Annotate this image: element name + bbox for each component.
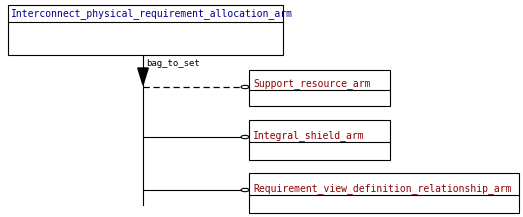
- Circle shape: [241, 85, 249, 89]
- Bar: [249, 173, 519, 213]
- Text: Support_resource_arm: Support_resource_arm: [253, 78, 371, 89]
- Text: bag_to_set: bag_to_set: [146, 59, 200, 68]
- Circle shape: [241, 188, 249, 192]
- Text: Integral_shield_arm: Integral_shield_arm: [253, 130, 365, 141]
- Bar: [249, 70, 390, 106]
- Circle shape: [241, 135, 249, 139]
- Polygon shape: [138, 68, 148, 85]
- Bar: [249, 120, 390, 160]
- Text: Interconnect_physical_requirement_allocation_arm: Interconnect_physical_requirement_alloca…: [10, 8, 292, 19]
- Bar: [8, 5, 283, 55]
- Text: Requirement_view_definition_relationship_arm: Requirement_view_definition_relationship…: [253, 183, 511, 194]
